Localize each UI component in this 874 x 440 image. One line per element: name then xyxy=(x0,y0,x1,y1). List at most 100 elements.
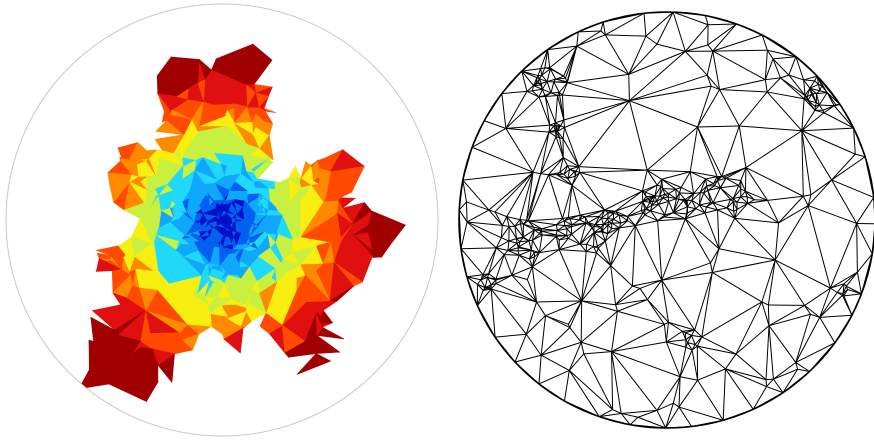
mesh-edge xyxy=(764,50,768,80)
mesh-edge xyxy=(819,295,843,318)
mesh-edge xyxy=(539,249,560,254)
mesh-edge xyxy=(483,273,489,278)
mesh-edge xyxy=(719,89,740,127)
colored-cell xyxy=(263,197,271,202)
colored-cell xyxy=(172,180,191,191)
mesh-edge xyxy=(725,368,767,388)
colored-cell xyxy=(201,265,209,276)
mesh-edge xyxy=(495,247,505,255)
mesh-edge xyxy=(586,232,595,245)
mesh-edge xyxy=(564,218,571,222)
mesh-edge xyxy=(766,77,781,93)
mesh-edge xyxy=(707,23,737,46)
mesh-edge xyxy=(725,177,741,181)
mesh-edge xyxy=(596,247,599,254)
mesh-edge xyxy=(579,243,587,252)
colored-cell xyxy=(329,165,365,193)
mesh-edge xyxy=(807,99,817,104)
mesh-edge xyxy=(710,248,720,264)
mesh-edge xyxy=(567,165,571,170)
mesh-edge xyxy=(685,342,689,348)
colored-cell xyxy=(198,195,210,206)
mesh-edge xyxy=(707,190,712,203)
mesh-edge xyxy=(740,188,746,192)
mesh-edge xyxy=(607,227,620,235)
mesh-edge xyxy=(567,82,630,102)
mesh-edge xyxy=(830,287,838,293)
mesh-edge xyxy=(611,222,620,229)
mesh-edge xyxy=(541,230,558,232)
mesh-edge xyxy=(528,220,557,226)
colored-cell xyxy=(186,313,212,327)
mesh-edge xyxy=(747,203,779,224)
mesh-edge xyxy=(822,105,835,111)
mesh-edge xyxy=(504,254,520,256)
mesh-edge xyxy=(629,416,639,426)
colored-cell xyxy=(190,235,199,243)
mesh-edge xyxy=(533,85,543,90)
mesh-edge xyxy=(801,112,825,132)
mesh-edge xyxy=(534,252,540,258)
mesh-edge xyxy=(814,75,818,82)
mesh-edge xyxy=(740,190,746,198)
mesh-edge xyxy=(568,237,581,245)
mesh-edge xyxy=(569,218,573,225)
mesh-edge xyxy=(668,196,677,200)
mesh-edge xyxy=(532,240,540,253)
mesh-edge xyxy=(580,209,605,216)
mesh-edge xyxy=(557,228,568,232)
mesh-edge xyxy=(575,166,580,172)
mesh-edge xyxy=(462,171,534,181)
colored-cell xyxy=(161,111,168,123)
colored-cell xyxy=(245,303,250,309)
colored-cell xyxy=(208,235,224,243)
mesh-edge xyxy=(843,293,862,297)
mesh-edge xyxy=(607,217,614,220)
mesh-edge xyxy=(579,219,587,224)
mesh-edge xyxy=(561,185,573,219)
mesh-edge xyxy=(525,315,546,335)
mesh-edge xyxy=(816,92,828,95)
mesh-edge xyxy=(647,279,663,300)
mesh-edge xyxy=(549,68,557,80)
mesh-edge xyxy=(656,200,659,205)
mesh-edge xyxy=(773,368,798,380)
mesh-edge xyxy=(665,406,680,428)
mesh-edge xyxy=(768,325,774,380)
mesh-edge xyxy=(679,376,698,381)
colored-cell xyxy=(222,222,224,225)
mesh-edge xyxy=(819,292,838,318)
mesh-edge xyxy=(745,190,768,201)
colored-cell xyxy=(296,353,332,375)
mesh-edge xyxy=(581,341,612,353)
mesh-edge xyxy=(795,317,821,363)
mesh-edge xyxy=(801,98,805,131)
mesh-edge xyxy=(546,81,552,94)
mesh-edge xyxy=(480,277,488,281)
mesh-edge xyxy=(601,224,604,232)
mesh-edge xyxy=(778,205,809,224)
colored-cell xyxy=(253,159,269,180)
mesh-edge xyxy=(695,204,700,210)
mesh-edge xyxy=(571,219,580,226)
mesh-edge xyxy=(725,368,754,410)
mesh-edge xyxy=(711,248,720,273)
mesh-edge xyxy=(611,351,622,414)
mesh-edge xyxy=(557,130,564,140)
mesh-edge xyxy=(529,252,535,260)
mesh-edge xyxy=(795,342,836,363)
mesh-edge xyxy=(651,203,659,206)
mesh-edge xyxy=(593,226,602,233)
mesh-edge xyxy=(829,223,858,289)
mesh-edge xyxy=(563,169,570,175)
mesh-edge xyxy=(564,224,573,227)
colored-cell xyxy=(372,255,382,258)
mesh-edge xyxy=(714,185,721,189)
mesh-edge xyxy=(567,233,572,239)
mesh-edge xyxy=(706,202,712,208)
mesh-edge xyxy=(628,35,647,75)
mesh-edge xyxy=(540,136,557,174)
colored-cell xyxy=(188,190,204,199)
mesh-edge xyxy=(459,209,468,223)
mesh-edge xyxy=(519,240,529,243)
